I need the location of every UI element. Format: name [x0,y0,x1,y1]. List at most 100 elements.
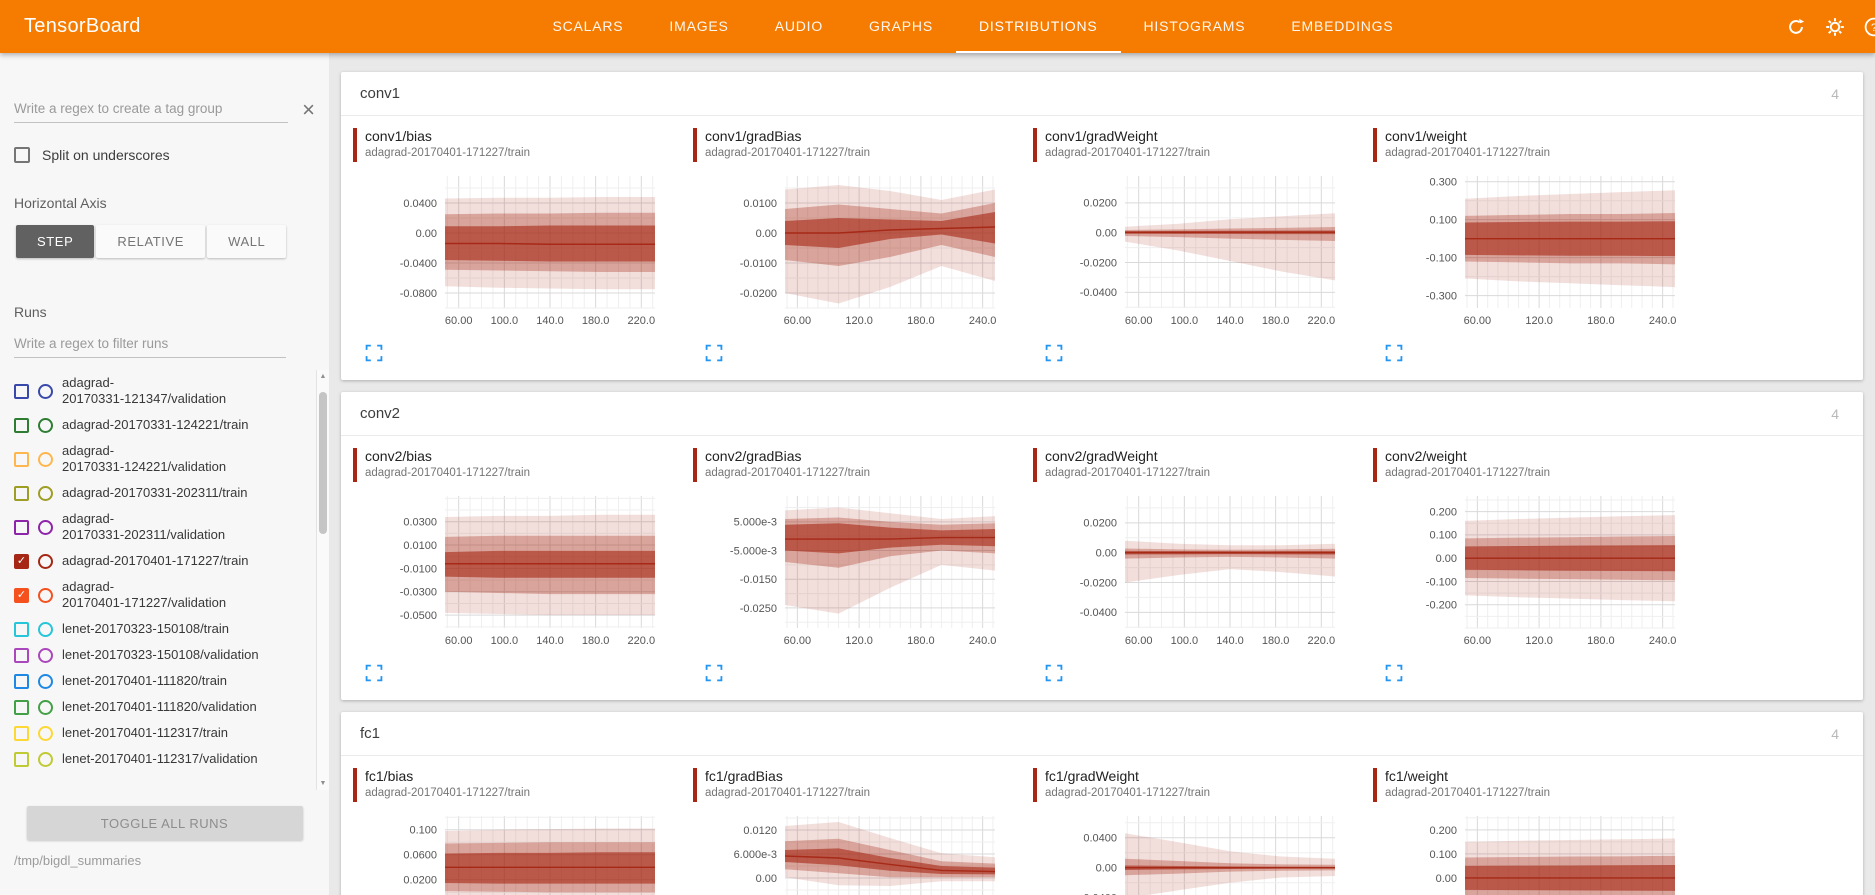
expand-chart-button[interactable] [1385,664,1403,682]
run-color-radio[interactable] [38,553,53,569]
run-checkbox[interactable] [14,699,29,715]
run-color-radio[interactable] [38,647,53,663]
run-row[interactable]: adagrad- 20170331-121347/validation [0,370,309,412]
charts-row: conv1/bias adagrad-20170401-171227/train 0… [341,116,1863,380]
help-icon[interactable]: ? [1864,17,1875,37]
tag-filter-input[interactable] [14,97,289,123]
distribution-plot[interactable]: 0.300 0.100 -0.100 -0.300 60.00 120.0 180.0 240… [1373,168,1703,334]
tab-scalars[interactable]: SCALARS [552,17,624,34]
category-header[interactable]: conv1 4 [341,72,1863,116]
x-axis-tick-label: 60.00 [445,635,473,647]
run-row[interactable]: adagrad-20170331-202311/train [0,480,309,506]
distribution-bands [785,185,995,304]
runs-scrollbar-thumb[interactable] [319,392,327,534]
distribution-plot[interactable]: 0.0400 0.00 -0.0400 -0.0800 60.00 100.0 140.0 1… [353,168,683,334]
run-color-radio[interactable] [38,621,53,637]
split-underscores-checkbox[interactable] [14,147,30,163]
x-axis-tick-label: 180.0 [1262,635,1290,647]
scroll-down-icon[interactable]: ▼ [319,780,327,787]
run-color-radio[interactable] [38,751,53,767]
refresh-icon[interactable] [1786,17,1806,37]
chart-run-subtitle: adagrad-20170401-171227/train [705,787,870,799]
settings-gear-icon[interactable] [1825,17,1845,37]
run-checkbox[interactable]: ✓ [14,587,29,603]
tab-distributions[interactable]: DISTRIBUTIONS [955,0,1121,53]
run-color-radio[interactable] [38,673,53,689]
run-row[interactable]: ✓ adagrad-20170401-171227/train [0,548,309,574]
run-checkbox[interactable] [14,647,29,663]
run-checkbox[interactable] [14,519,29,535]
chart-header: conv2/weight adagrad-20170401-171227/trai… [1373,448,1713,482]
run-row[interactable]: lenet-20170401-111820/validation [0,694,309,720]
run-color-radio[interactable] [38,725,53,741]
run-row[interactable]: adagrad- 20170331-202311/validation [0,506,309,548]
run-checkbox[interactable] [14,485,29,501]
run-checkbox[interactable]: ✓ [14,553,29,569]
y-axis-tick-label: 0.100 [1429,849,1457,861]
split-underscores-option[interactable]: Split on underscores [14,147,315,163]
toggle-all-runs-button[interactable]: TOGGLE ALL RUNS [26,806,303,840]
run-color-radio[interactable] [38,587,53,603]
axis-option-wall[interactable]: WALL [207,225,287,258]
expand-chart-button[interactable] [1045,664,1063,682]
distribution-plot[interactable]: 0.0100 0.00 -0.0100 -0.0200 60.00 120.0 180.0 2… [693,168,1023,334]
tab-images[interactable]: IMAGES [669,17,729,34]
scroll-up-icon[interactable]: ▲ [319,373,327,380]
run-checkbox[interactable] [14,417,29,433]
axis-option-relative[interactable]: RELATIVE [96,225,206,258]
run-row[interactable]: lenet-20170401-111820/train [0,668,309,694]
distribution-plot[interactable]: 0.0120 6.000e-3 0.00 [693,808,1023,895]
run-row[interactable]: ✓ adagrad- 20170401-171227/validation [0,574,309,616]
run-checkbox[interactable] [14,621,29,637]
expand-chart-button[interactable] [365,664,383,682]
category-header[interactable]: conv2 4 [341,392,1863,436]
category-header[interactable]: fc1 4 [341,712,1863,756]
distribution-plot[interactable]: 0.0400 0.00 -0.0400 [1033,808,1363,895]
run-checkbox[interactable] [14,725,29,741]
run-row[interactable]: lenet-20170323-150108/train [0,616,309,642]
distribution-plot[interactable]: 5.000e-3 -5.000e-3 -0.0150 -0.0250 60.00 120.… [693,488,1023,654]
run-row[interactable]: adagrad-20170331-124221/train [0,412,309,438]
tab-graphs[interactable]: GRAPHS [869,17,933,34]
chart-title: fc1/weight [1385,768,1449,784]
expand-chart-button[interactable] [705,344,723,362]
run-row[interactable]: adagrad- 20170331-124221/validation [0,438,309,480]
chart-title-block: conv1/bias adagrad-20170401-171227/train [365,128,530,162]
chart-title-block: conv1/gradBias adagrad-20170401-171227/tr… [705,128,870,162]
run-checkbox[interactable] [14,751,29,767]
expand-chart-button[interactable] [365,344,383,362]
sidebar: × Split on underscores Horizontal Axis S… [0,53,330,895]
tab-audio[interactable]: AUDIO [774,17,824,34]
expand-chart-button[interactable] [1385,344,1403,362]
run-row[interactable]: lenet-20170401-112317/train [0,720,309,746]
run-row[interactable]: lenet-20170323-150108/validation [0,642,309,668]
axis-option-step[interactable]: STEP [16,225,95,258]
run-color-radio[interactable] [38,519,53,535]
x-axis-tick-label: 60.00 [445,315,473,327]
chart-title: fc1/gradBias [705,768,783,784]
runs-filter-input[interactable] [14,332,286,358]
distribution-plot[interactable]: 0.0300 0.0100 -0.0100 -0.0300 -0.0500 60.00 10… [353,488,683,654]
run-row[interactable]: lenet-20170401-112317/validation [0,746,309,772]
tab-histograms[interactable]: HISTOGRAMS [1143,17,1246,34]
tab-embeddings[interactable]: EMBEDDINGS [1291,17,1394,34]
run-color-radio[interactable] [38,451,53,467]
run-color-radio[interactable] [38,485,53,501]
expand-chart-button[interactable] [1045,344,1063,362]
run-color-radio[interactable] [38,383,53,399]
run-checkbox[interactable] [14,451,29,467]
distribution-plot[interactable]: 0.0200 0.00 -0.0200 -0.0400 60.00 100.0 140.0 1… [1033,168,1363,334]
run-checkbox[interactable] [14,383,29,399]
run-color-radio[interactable] [38,417,53,433]
runs-scrollbar[interactable]: ▲ ▼ [316,370,329,790]
expand-chart-button[interactable] [705,664,723,682]
run-checkbox[interactable] [14,673,29,689]
distribution-plot[interactable]: 0.0200 0.00 -0.0200 -0.0400 60.00 100.0 140.0 1… [1033,488,1363,654]
distribution-plot[interactable]: 0.200 0.100 0.00 -0.100 -0.200 60.00 120.0 180.… [1373,488,1703,654]
chart-run-subtitle: adagrad-20170401-171227/train [365,147,530,159]
runs-list: adagrad- 20170331-121347/validation adagr… [0,370,329,790]
close-icon[interactable]: × [302,97,315,122]
run-color-radio[interactable] [38,699,53,715]
